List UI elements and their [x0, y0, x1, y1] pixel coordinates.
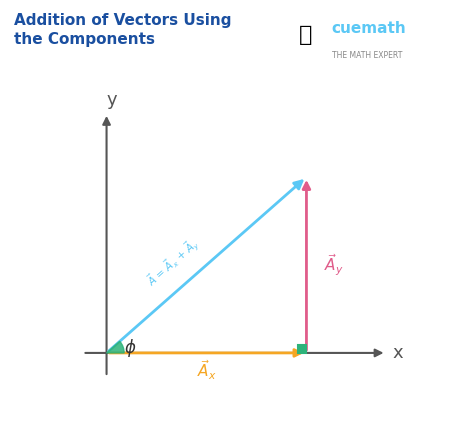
Text: ϕ: ϕ — [125, 339, 136, 357]
Text: Addition of Vectors Using
the Components: Addition of Vectors Using the Components — [14, 13, 232, 47]
Text: $\vec{A}$ = $\vec{A}_x$ + $\vec{A}_y$: $\vec{A}$ = $\vec{A}_x$ + $\vec{A}_y$ — [143, 235, 202, 290]
Text: THE MATH EXPERT: THE MATH EXPERT — [332, 51, 402, 60]
Bar — [299, 345, 307, 353]
Text: x: x — [393, 344, 403, 362]
Text: 🚀: 🚀 — [299, 25, 312, 45]
Wedge shape — [107, 341, 124, 353]
Text: cuemath: cuemath — [332, 21, 407, 36]
Text: $\vec{A}_y$: $\vec{A}_y$ — [324, 252, 344, 278]
Text: $\vec{A}_x$: $\vec{A}_x$ — [197, 359, 217, 382]
Text: y: y — [106, 91, 117, 109]
